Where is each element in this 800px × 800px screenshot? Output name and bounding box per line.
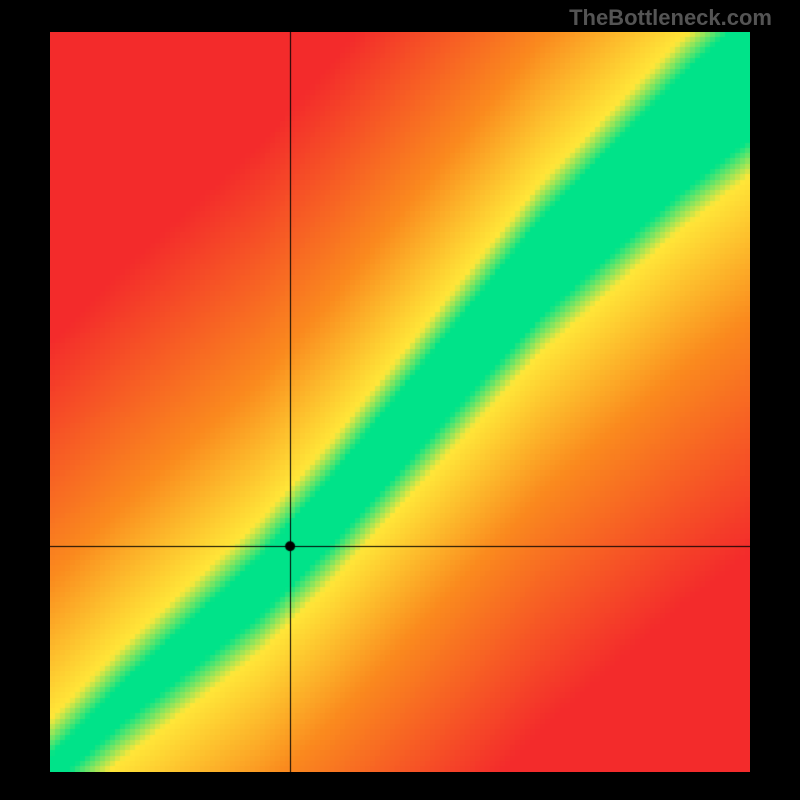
watermark-text: TheBottleneck.com bbox=[569, 5, 772, 31]
bottleneck-heatmap bbox=[50, 32, 750, 772]
